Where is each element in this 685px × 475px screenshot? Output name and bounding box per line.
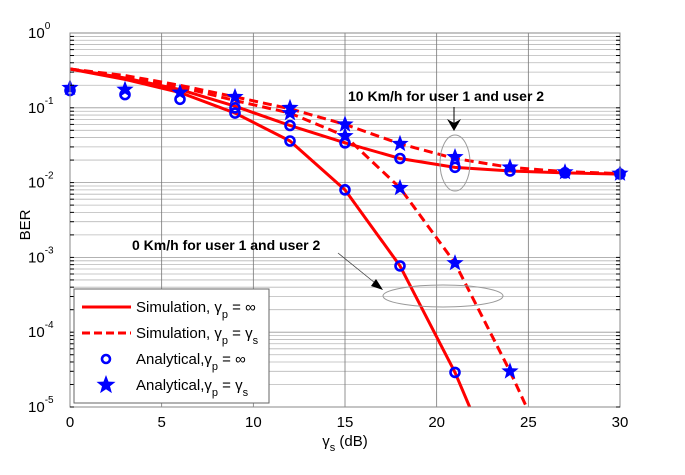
- arrow-head-icon: [371, 279, 383, 290]
- legend-label: Analytical,γp = γs: [136, 377, 249, 399]
- legend-star-icon: [96, 375, 116, 394]
- legend: Simulation, γp = ∞ Simulation, γp = γs Ana…: [73, 288, 270, 404]
- circle-marker: [339, 184, 351, 196]
- star-marker: [501, 158, 519, 175]
- legend-label: Simulation, γp = γs: [136, 325, 259, 347]
- x-tick-label: 15: [337, 414, 354, 431]
- x-tick-label: 10: [245, 414, 262, 431]
- circle-marker: [284, 119, 296, 132]
- plot-frame: [69, 32, 621, 408]
- star-marker: [556, 163, 574, 180]
- y-tick-label: 10-4: [28, 320, 54, 341]
- legend-label: Simulation, γp = ∞: [136, 299, 256, 321]
- y-tick-label: 10-1: [28, 96, 54, 117]
- x-axis-label: γs (dB): [322, 433, 368, 454]
- annotation-0kmh: 0 Km/h for user 1 and user 2: [132, 237, 320, 253]
- star-marker: [281, 104, 299, 121]
- annotation-ellipse: [382, 284, 504, 308]
- x-tick-label: 5: [157, 414, 165, 431]
- annotation-ellipse: [439, 134, 471, 192]
- x-tick-label: 30: [612, 414, 629, 431]
- annotations: 10 Km/h for user 1 and user 2 0 Km/h for …: [132, 88, 544, 308]
- circle-marker: [449, 161, 461, 174]
- star-marker: [391, 178, 409, 196]
- legend-label: Analytical,γp = ∞: [136, 351, 246, 373]
- x-tick-label: 25: [520, 414, 537, 431]
- star-marker: [226, 87, 244, 105]
- star-marker: [336, 115, 354, 132]
- star-marker: [391, 134, 409, 152]
- y-tick-label: 10-2: [28, 171, 54, 192]
- x-tick-label: 0: [66, 414, 74, 431]
- circle-marker: [229, 102, 241, 114]
- star-marker: [501, 362, 519, 379]
- y-tick-label: 10-5: [28, 395, 54, 416]
- star-marker: [446, 148, 464, 165]
- axis-ticks: 0 5 10 15 20 25 30 100 10-1 10-2 10-3 10-4 10-5: [28, 21, 628, 431]
- y-tick-label: 100: [28, 21, 51, 42]
- star-marker: [446, 254, 464, 271]
- circle-marker: [449, 366, 461, 379]
- star-marker: [171, 83, 189, 100]
- series-line: [69, 67, 621, 176]
- star-marker: [336, 127, 354, 144]
- annotation-arrow-line: [337, 252, 381, 288]
- circle-marker: [229, 107, 241, 119]
- x-tick-label: 20: [428, 414, 445, 431]
- circle-marker: [394, 152, 406, 165]
- circle-marker: [394, 260, 406, 272]
- y-axis-label: BER: [17, 209, 34, 240]
- y-tick-label: 10-3: [28, 245, 54, 266]
- circle-marker: [284, 135, 296, 147]
- series-line: [69, 67, 528, 408]
- legend-circle-icon: [100, 353, 112, 365]
- annotation-10kmh: 10 Km/h for user 1 and user 2: [348, 88, 544, 104]
- star-marker: [116, 80, 134, 97]
- series-line: [69, 67, 472, 408]
- arrow-head-icon: [447, 119, 461, 131]
